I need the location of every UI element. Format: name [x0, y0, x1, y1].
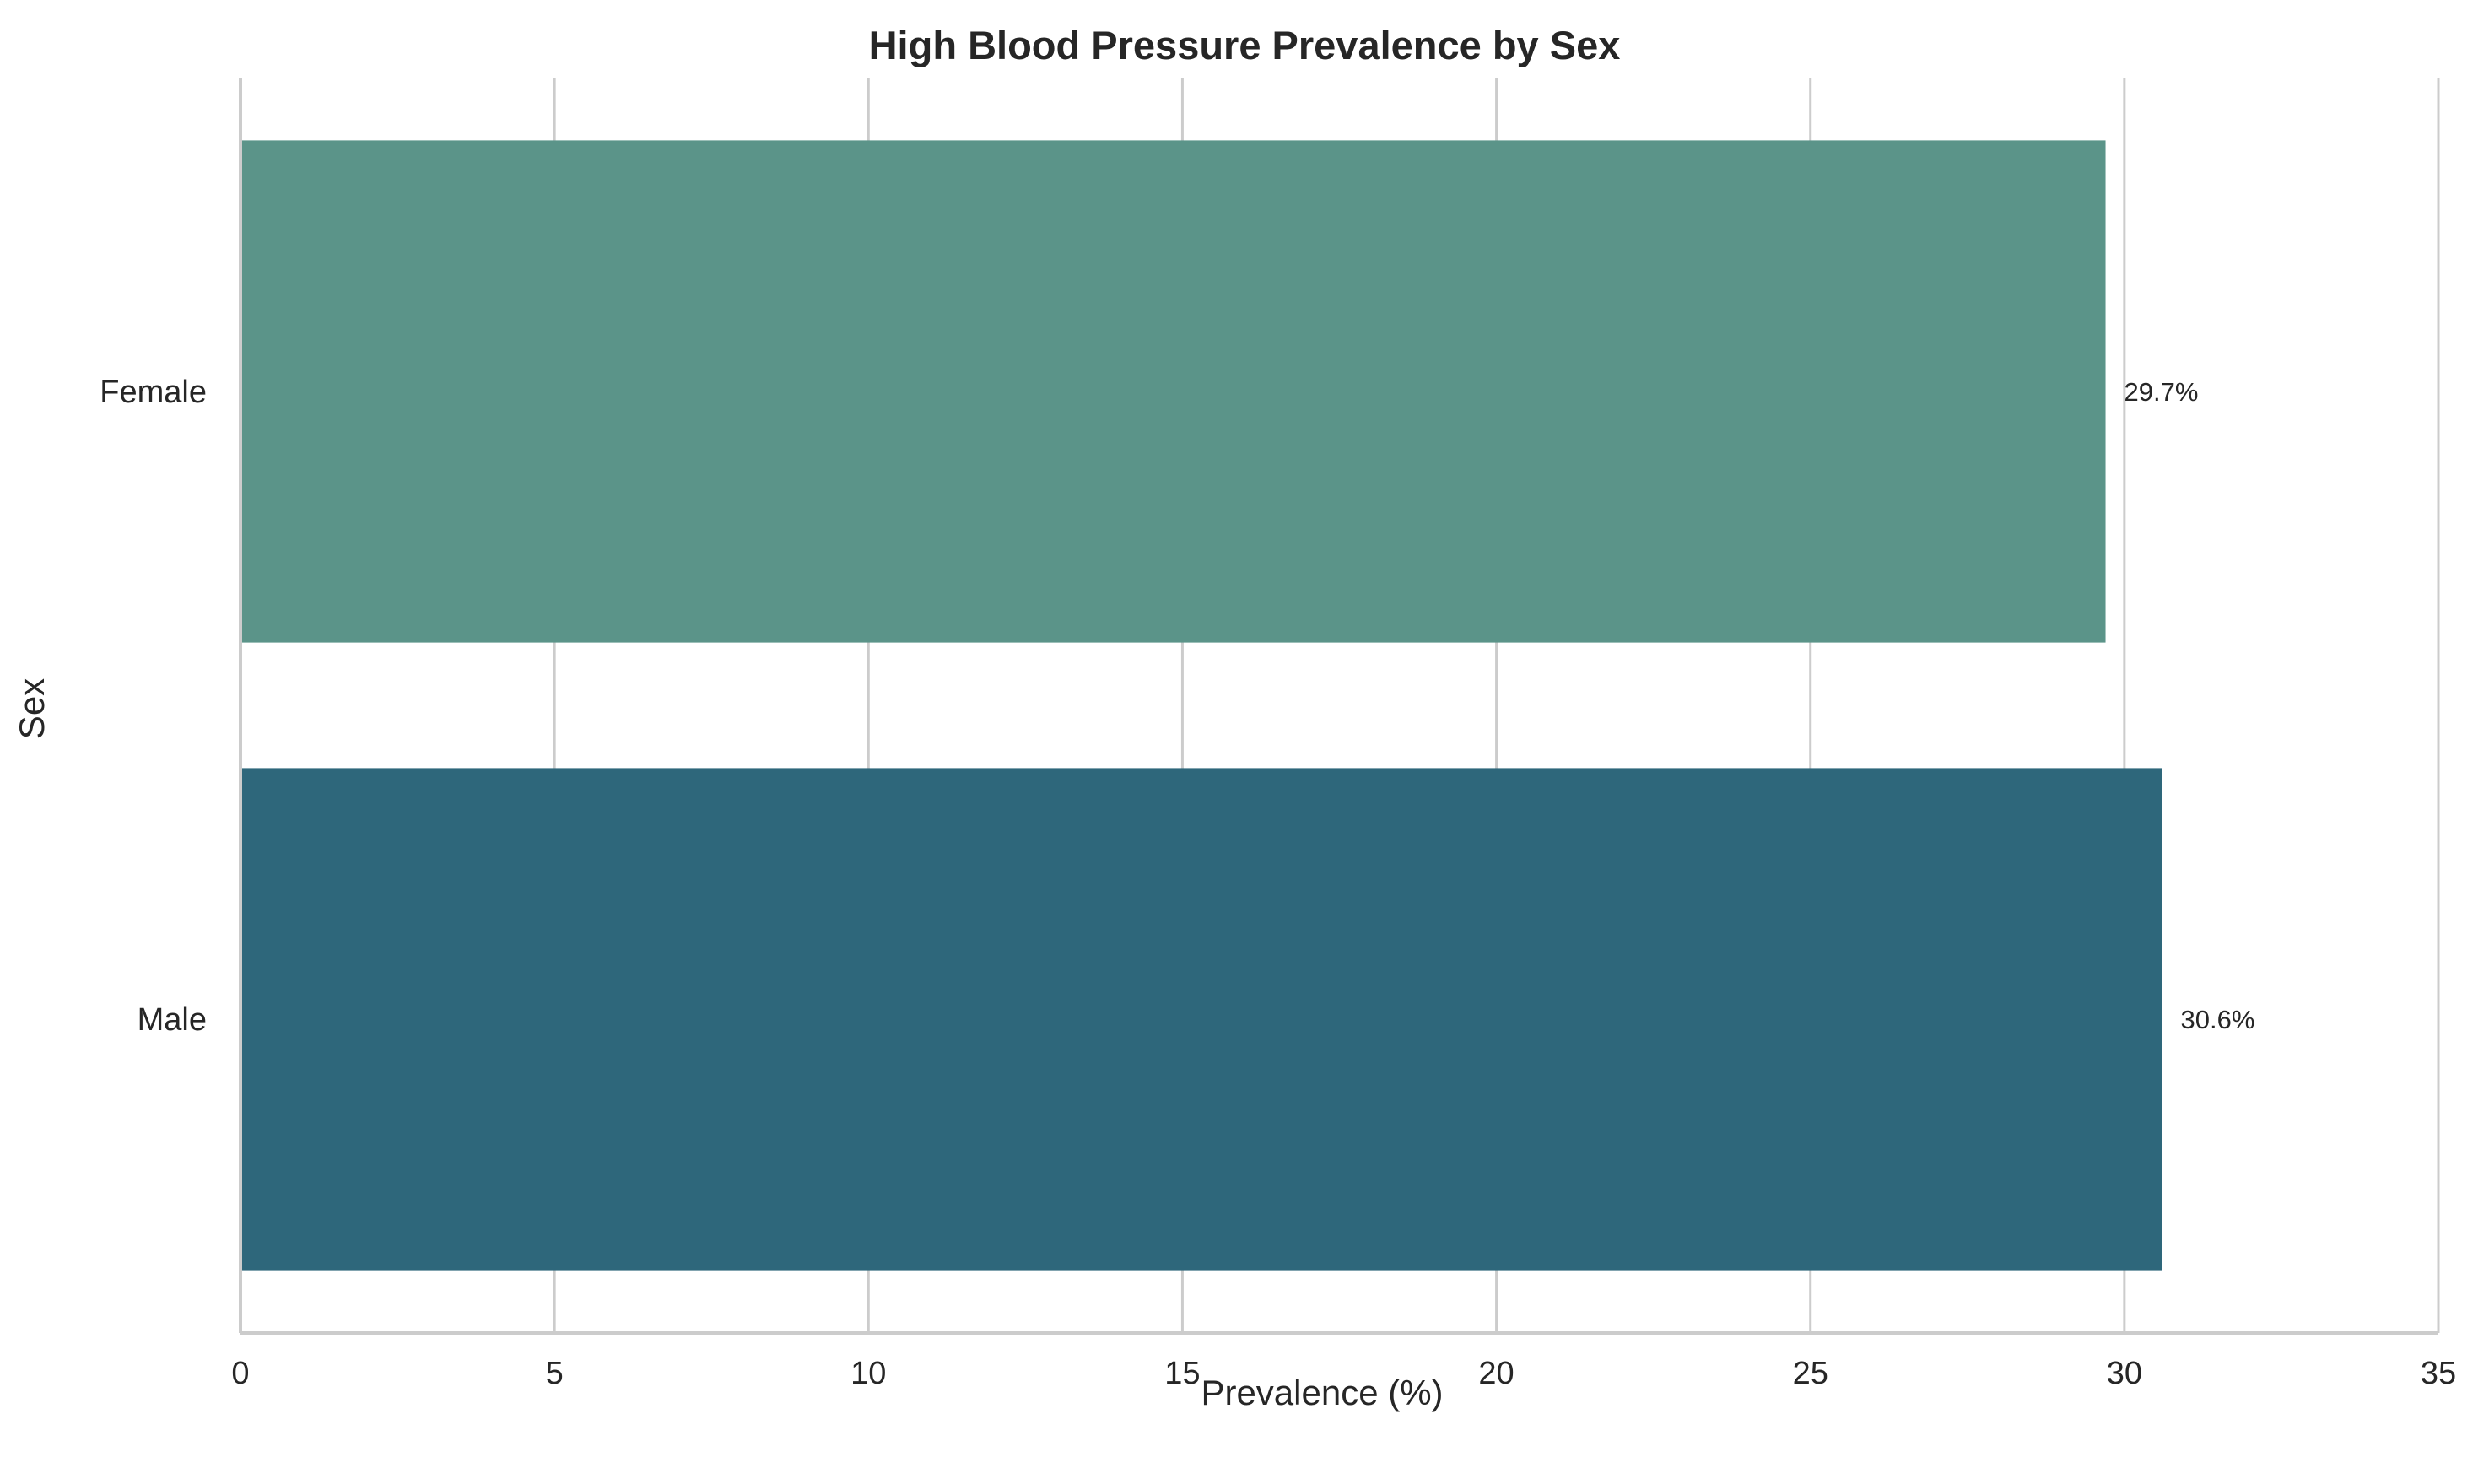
x-tick-label-10: 10 [850, 1356, 886, 1391]
x-tick-label-35: 35 [2421, 1356, 2456, 1391]
bars [240, 140, 2162, 1271]
data-label-male: 30.6% [2181, 1005, 2255, 1034]
x-tick-label-25: 25 [1793, 1356, 1828, 1391]
y-axis-label: Sex [12, 678, 51, 739]
tick-labels: 0 5 10 15 20 25 30 35 Female Male [100, 375, 2456, 1391]
chart-title: High Blood Pressure Prevalence by Sex [869, 23, 1621, 67]
bar-male [240, 768, 2162, 1271]
y-tick-label-male: Male [138, 1002, 207, 1038]
data-labels: 29.7% 30.6% [2125, 377, 2255, 1034]
x-axis-label: Prevalence (%) [1201, 1373, 1443, 1412]
y-tick-label-female: Female [100, 375, 207, 410]
x-tick-label-0: 0 [231, 1356, 249, 1391]
x-tick-label-5: 5 [546, 1356, 564, 1391]
x-tick-label-20: 20 [1478, 1356, 1514, 1391]
data-label-female: 29.7% [2125, 377, 2199, 407]
x-tick-label-30: 30 [2107, 1356, 2142, 1391]
axes [239, 78, 2438, 1335]
x-tick-label-15: 15 [1164, 1356, 1200, 1391]
bar-female [240, 140, 2106, 643]
